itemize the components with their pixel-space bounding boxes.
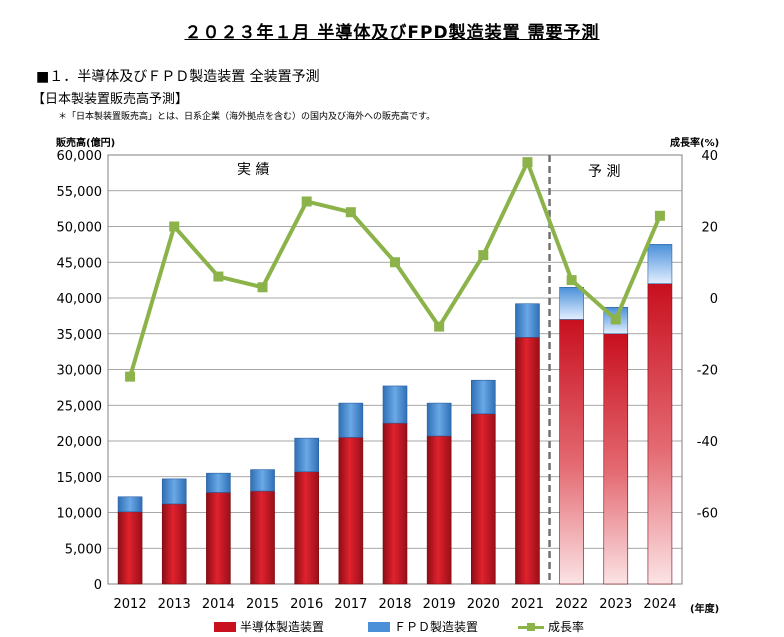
- bar-fpd: [117, 496, 143, 513]
- forecast-annotation: 予 測: [588, 164, 620, 180]
- y-axis-right-title: 成長率(%): [670, 136, 719, 149]
- section-title: ■１．半導体及びＦＰＤ製造装置 全装置予測: [36, 69, 320, 85]
- legend-item-growth: 成長率: [518, 618, 584, 635]
- growth-marker: [434, 321, 445, 332]
- bar-semiconductor: [603, 333, 629, 585]
- bar-semiconductor: [294, 471, 319, 585]
- bar-fpd: [471, 379, 496, 415]
- bar-semiconductor: [250, 490, 275, 585]
- y-right-tick-label: 0: [710, 292, 718, 307]
- growth-marker: [654, 210, 665, 221]
- x-tick-label: 2012: [114, 597, 147, 612]
- bar-semiconductor: [206, 492, 231, 585]
- chart-subtitle: 【日本製装置販売高予測】: [32, 92, 189, 107]
- growth-marker: [610, 314, 621, 325]
- growth-marker: [566, 275, 577, 286]
- growth-marker: [478, 250, 489, 261]
- legend-label: 半導体製造装置: [240, 620, 325, 634]
- y-axis-title: 販売高(億円): [56, 136, 115, 149]
- bar-semiconductor: [338, 437, 364, 585]
- bar-fpd: [294, 437, 319, 473]
- x-axis-title: (年度): [690, 602, 719, 615]
- y-tick-label: 0: [94, 578, 102, 593]
- x-tick-label: 2021: [511, 597, 544, 612]
- x-tick-label: 2020: [467, 597, 500, 612]
- y-tick-label: 40,000: [57, 292, 103, 307]
- sales-chart: 0 5,000 10,000 15,000 20,000 25,000 30,000 35,0…: [56, 136, 719, 615]
- y-tick-label: 15,000: [57, 471, 103, 486]
- y-tick-label: 50,000: [57, 221, 103, 236]
- legend-swatch-red: [214, 621, 236, 632]
- document-title: ２０２３年１月 半導体及びFPD製造装置 需要予測: [184, 23, 600, 43]
- y-right-tick-label: 20: [701, 221, 718, 236]
- bar-semiconductor: [559, 319, 584, 585]
- x-tick-label: 2023: [599, 597, 632, 612]
- x-tick-label: 2016: [290, 597, 323, 612]
- growth-marker: [522, 157, 533, 168]
- bar-semiconductor: [515, 337, 540, 585]
- bar-fpd: [382, 385, 408, 424]
- y-right-tick-label: -20: [697, 364, 718, 379]
- growth-marker: [257, 282, 268, 293]
- y-tick-label: 35,000: [57, 328, 103, 343]
- growth-marker: [213, 271, 224, 282]
- x-tick-label: 2014: [202, 597, 235, 612]
- y-right-tick-label: 40: [701, 149, 718, 164]
- x-tick-label: 2013: [158, 597, 191, 612]
- bar-fpd: [515, 303, 540, 338]
- x-tick-label: 2024: [643, 597, 676, 612]
- y-tick-label: 60,000: [57, 149, 103, 164]
- growth-marker: [301, 196, 312, 207]
- chart-legend: 半導体製造装置 ＦＰＤ製造装置 成長率: [0, 616, 784, 636]
- y-tick-label: 55,000: [57, 185, 103, 200]
- x-tick-label: 2017: [334, 597, 367, 612]
- legend-label: 成長率: [548, 620, 585, 634]
- legend-swatch-line: [518, 621, 544, 633]
- bar-fpd: [426, 402, 452, 437]
- x-tick-label: 2015: [246, 597, 279, 612]
- growth-marker: [390, 257, 400, 268]
- y-tick-label: 20,000: [57, 435, 103, 450]
- y-tick-label: 10,000: [57, 507, 103, 522]
- y-tick-label: 5,000: [65, 542, 102, 557]
- y-tick-label: 30,000: [57, 364, 103, 379]
- y-tick-label: 25,000: [57, 399, 103, 414]
- x-tick-label: 2022: [555, 597, 588, 612]
- bar-semiconductor: [471, 413, 496, 585]
- bar-fpd: [206, 472, 231, 493]
- legend-item-fpd: ＦＰＤ製造装置: [368, 618, 478, 635]
- x-tick-label: 2018: [378, 597, 411, 612]
- bar-semiconductor: [647, 283, 673, 585]
- y-right-tick-label: -60: [697, 507, 718, 522]
- bar-semiconductor: [117, 511, 143, 585]
- bar-semiconductor: [382, 422, 408, 585]
- bar-semiconductor: [426, 435, 452, 585]
- growth-marker: [125, 371, 136, 382]
- chart-note: ＊「日本製装置販売高」とは、日系企業（海外拠点を含む）の国内及び海外への販売高で…: [58, 112, 436, 122]
- bar-semiconductor: [161, 503, 187, 585]
- bar-fpd: [338, 402, 364, 438]
- legend-item-semiconductor: 半導体製造装置: [214, 618, 324, 635]
- growth-marker: [345, 207, 356, 218]
- actual-annotation: 実 績: [237, 162, 269, 178]
- x-tick-label: 2019: [423, 597, 456, 612]
- y-right-tick-label: -40: [697, 435, 718, 450]
- bar-fpd: [647, 244, 673, 285]
- y-tick-label: 45,000: [57, 256, 103, 271]
- legend-swatch-blue: [368, 621, 390, 632]
- bar-fpd: [250, 469, 275, 492]
- growth-marker: [169, 221, 180, 232]
- bar-fpd: [559, 286, 584, 320]
- bar-fpd: [161, 478, 187, 505]
- legend-label: ＦＰＤ製造装置: [394, 620, 479, 634]
